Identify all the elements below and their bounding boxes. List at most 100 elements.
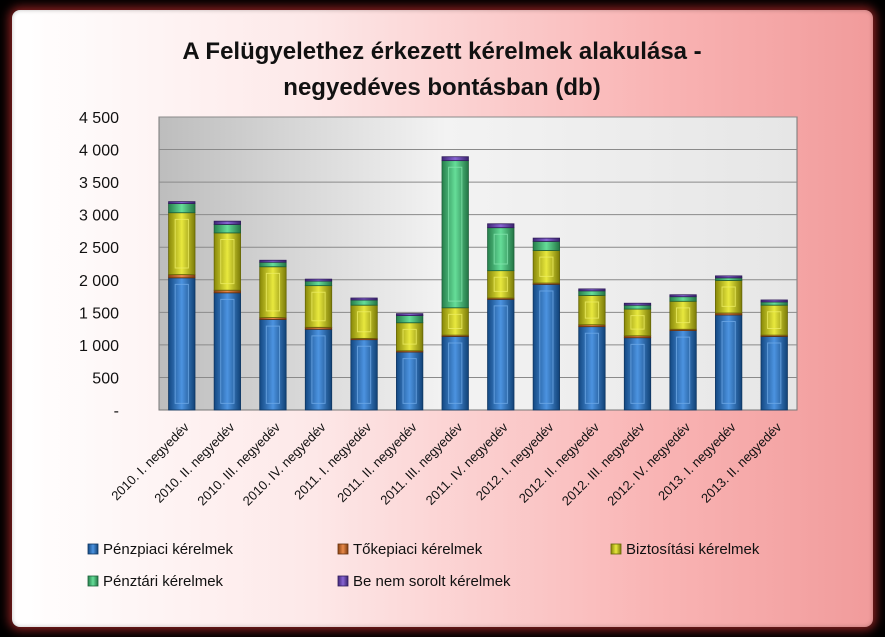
x-tick-label: 2012. IV. negyedév (604, 419, 693, 508)
bar-segment (259, 319, 287, 411)
bar-segment (487, 223, 515, 229)
bar-segment-bevel (721, 321, 736, 404)
x-tick-label: 2010. I. negyedév (108, 419, 192, 503)
bar-segment (213, 232, 241, 291)
bar-segment-bevel (493, 305, 508, 404)
bar-segment (578, 326, 606, 411)
bar-segment (760, 299, 788, 303)
bar-segment (168, 201, 196, 204)
x-tick-label: 2012. I. negyedév (473, 419, 557, 503)
bar-segment-bevel (265, 325, 281, 404)
bar-segment (487, 298, 515, 411)
bar-segment (623, 302, 652, 306)
bar-segment (578, 288, 606, 292)
bar-segment-bevel (311, 335, 326, 404)
bar-segment (213, 224, 241, 234)
bar-segment (760, 301, 788, 306)
bar-segment (669, 294, 697, 298)
bar-segment-bevel (174, 218, 189, 269)
bar-segment (304, 278, 333, 282)
bar-segment (396, 322, 424, 352)
y-tick-label: 3 500 (79, 175, 119, 192)
bar-segment (350, 299, 378, 306)
x-tick-label: 2012. III. negyedév (559, 419, 648, 508)
bar-segment (669, 296, 697, 302)
bar-segment (715, 280, 743, 314)
bar-segment (760, 336, 788, 411)
y-tick-label: 1 000 (79, 338, 119, 355)
bar-segment (304, 328, 333, 411)
bar-segment (350, 304, 378, 339)
x-tick-label: 2013. II. negyedév (698, 419, 785, 506)
chart-frame: A Felügyelethez érkezett kérelmek alakul… (12, 10, 873, 627)
x-tick-label: 2011. III. negyedév (377, 419, 465, 507)
bar-segment (259, 261, 287, 268)
bar-segment-bevel (675, 307, 691, 324)
bar-segment (350, 339, 378, 411)
bar-segment (578, 295, 606, 326)
bar-segment (168, 274, 196, 279)
bar-segment (623, 308, 652, 337)
y-tick-label: 1 500 (79, 305, 119, 322)
bar-segment-bevel (767, 311, 782, 330)
bar-segment-bevel (630, 315, 645, 330)
bar-segment-bevel (721, 286, 736, 307)
bar-segment-bevel (539, 290, 554, 404)
bar-segment (304, 280, 333, 287)
legend-swatch (337, 543, 349, 555)
bar-segment (441, 156, 469, 162)
bar-segment (715, 275, 743, 279)
bar-segment-bevel (402, 358, 417, 404)
bar-segment-bevel (767, 342, 782, 404)
bar-segment-bevel (448, 166, 463, 302)
x-tick-label: 2011. I. negyedév (291, 419, 374, 502)
bar-segment (532, 283, 560, 411)
bar-segment (259, 266, 287, 318)
bar-segment-bevel (493, 276, 508, 292)
y-tick-label: 4 000 (79, 143, 119, 160)
bar-segment (487, 270, 515, 299)
y-tick-label: - (114, 403, 119, 420)
bar-segment (350, 297, 378, 301)
x-tick-label: 2011. IV. negyedév (423, 419, 512, 508)
bars (168, 156, 788, 411)
x-tick-label: 2010. IV. negyedév (240, 419, 329, 508)
bar-segment (532, 250, 560, 284)
y-tick-label: 500 (92, 370, 119, 387)
bar-segment-bevel (675, 336, 691, 404)
bar-segment (532, 237, 560, 242)
y-axis-ticks: - 500 1 000 1 500 2 000 2 500 3 000 3 500 4 000 4… (79, 110, 119, 420)
bar-segment (213, 292, 241, 411)
bar-segment-bevel (402, 328, 417, 345)
x-tick-label: 2013. I. negyedév (655, 419, 739, 503)
legend-swatch (87, 543, 99, 555)
y-tick-label: 3 000 (79, 208, 119, 225)
bar-segment (532, 240, 560, 251)
bar-segment (715, 314, 743, 411)
y-tick-label: 2 000 (79, 273, 119, 290)
bar-segment-bevel (220, 298, 235, 404)
legend-swatch (610, 543, 622, 555)
bar-segment (441, 307, 469, 336)
x-tick-label: 2012. II. negyedév (516, 419, 603, 506)
bar-segment (623, 337, 652, 411)
y-tick-label: 4 500 (79, 110, 119, 127)
bar-segment-bevel (356, 345, 372, 404)
x-tick-label: 2010. II. negyedév (151, 419, 238, 506)
legend-swatch (337, 575, 349, 587)
legend-label: Be nem sorolt kérelmek (353, 573, 511, 590)
legend-label: Biztosítási kérelmek (626, 541, 760, 558)
bar-segment (168, 277, 196, 411)
bar-segment-bevel (448, 342, 463, 404)
bar-segment (259, 259, 287, 263)
bar-segment-bevel (265, 272, 281, 312)
bar-segment (669, 300, 697, 330)
bar-segment-bevel (448, 313, 463, 330)
bar-segment-bevel (220, 239, 235, 285)
plot-area (158, 116, 798, 411)
x-tick-label: 2011. II. negyedév (334, 419, 420, 505)
bar-segment (168, 212, 196, 275)
y-tick-label: 2 500 (79, 240, 119, 257)
legend-label: Tőkepiaci kérelmek (353, 541, 483, 558)
